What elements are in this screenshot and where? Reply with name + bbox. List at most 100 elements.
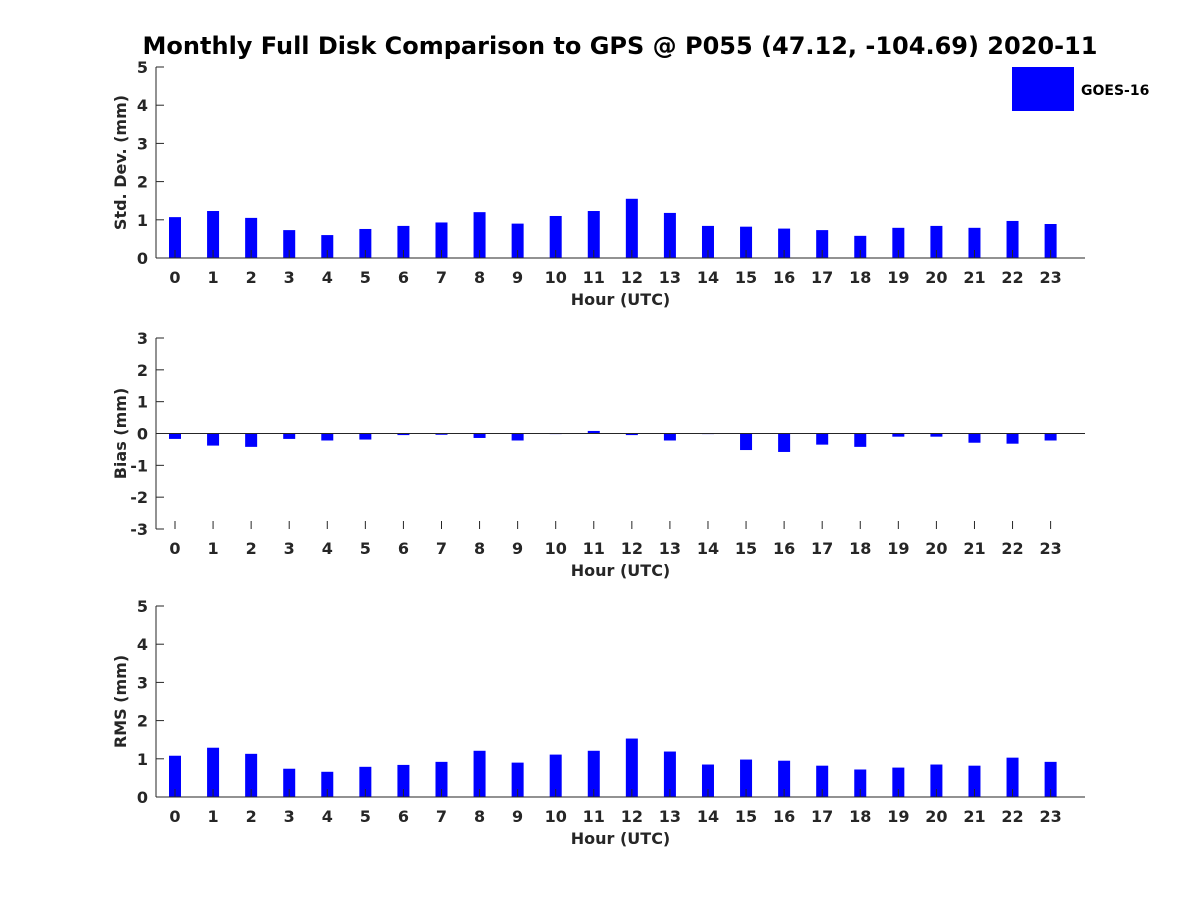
panel0-x-tick-label: 18 [849, 268, 871, 287]
panel2-x-tick-label: 20 [925, 807, 947, 826]
panel2-x-tick-label: 19 [887, 807, 909, 826]
panel1-x-tick-label: 9 [512, 539, 523, 558]
panel0-y-tick-label: 1 [137, 211, 148, 230]
panel0-y-axis-label: Std. Dev. (mm) [111, 95, 130, 230]
panel0-bar-hour-0 [169, 217, 181, 258]
panel2-bar-hour-22 [1006, 757, 1019, 797]
panel2-x-tick-label: 14 [697, 807, 719, 826]
panel0-x-tick-label: 21 [963, 268, 985, 287]
panel1-y-axis-label: Bias (mm) [111, 388, 130, 480]
panel0-bar-hour-10 [549, 215, 562, 258]
panel0-x-tick-label: 13 [659, 268, 681, 287]
panel1-x-tick-label: 3 [284, 539, 295, 558]
panel1-x-tick-label: 10 [545, 539, 567, 558]
panel2-bar-hour-17 [816, 765, 829, 797]
legend-label-goes-16: GOES-16 [1081, 83, 1149, 99]
panel1-x-tick-label: 4 [322, 539, 333, 558]
panel0-bar-hour-18 [854, 235, 867, 258]
panel2-y-axis-label: RMS (mm) [111, 655, 130, 748]
panel1-bar-hour-23 [1044, 433, 1057, 441]
panel2-bar-hour-18 [854, 769, 867, 797]
panel1-bar-hour-7 [435, 433, 448, 435]
panel1-bar-hour-16 [778, 433, 791, 452]
panel1-bar-hour-4 [321, 433, 334, 441]
panel0-bar-hour-1 [207, 211, 220, 258]
panel0-x-tick-label: 6 [398, 268, 409, 287]
panel2-x-tick-label: 9 [512, 807, 523, 826]
panel0-bar-hour-2 [245, 217, 258, 258]
panel1-x-tick-label: 8 [474, 539, 485, 558]
panel0-bar-hour-11 [587, 211, 600, 258]
panel1-x-tick-label: 11 [583, 539, 605, 558]
panel0-x-tick-label: 16 [773, 268, 795, 287]
panel1-x-tick-label: 6 [398, 539, 409, 558]
panel2-x-tick-label: 0 [169, 807, 180, 826]
panel1-y-tick-label: -1 [130, 456, 148, 475]
panel0-y-tick-label: 5 [137, 58, 148, 77]
panel1-x-tick-label: 15 [735, 539, 757, 558]
panel0-x-tick-label: 0 [169, 268, 180, 287]
panel2-x-tick-label: 17 [811, 807, 833, 826]
panel1-bar-hour-5 [359, 433, 372, 440]
panel2-y-tick-label: 4 [137, 635, 148, 654]
panel0-bar-hour-23 [1044, 224, 1057, 258]
panel0-x-tick-label: 5 [360, 268, 371, 287]
panel2-bar-hour-10 [549, 754, 562, 797]
panel0-x-tick-label: 20 [925, 268, 947, 287]
panel1-y-tick-label: -2 [130, 488, 148, 507]
panel1-x-tick-label: 23 [1039, 539, 1061, 558]
panel1-x-tick-label: 1 [207, 539, 218, 558]
panel0-x-tick-label: 11 [583, 268, 605, 287]
panel2-y-tick-label: 1 [137, 750, 148, 769]
panel0-x-tick-label: 12 [621, 268, 643, 287]
panel0-bar-hour-20 [930, 225, 943, 258]
panel2-bar-hour-12 [625, 738, 638, 797]
panel1-bar-hour-20 [930, 433, 943, 437]
panel2-x-tick-label: 11 [583, 807, 605, 826]
panel0-x-tick-label: 2 [246, 268, 257, 287]
panel0-x-tick-label: 17 [811, 268, 833, 287]
panel0-x-tick-label: 3 [284, 268, 295, 287]
panel1-bar-hour-19 [892, 433, 905, 437]
panel2-x-tick-label: 8 [474, 807, 485, 826]
panel2-x-tick-label: 5 [360, 807, 371, 826]
panel1-bar-hour-3 [283, 433, 296, 439]
panel1-x-tick-label: 16 [773, 539, 795, 558]
panel0-bar-hour-15 [740, 226, 753, 258]
panel2-bar-hour-1 [207, 747, 220, 797]
panel1-bar-hour-18 [854, 433, 867, 447]
panel2-bar-hour-6 [397, 764, 410, 797]
panel2-x-tick-label: 12 [621, 807, 643, 826]
panel0-x-tick-label: 19 [887, 268, 909, 287]
panel2-x-tick-label: 13 [659, 807, 681, 826]
panel1-x-tick-label: 2 [246, 539, 257, 558]
panel2-bar-hour-14 [701, 764, 714, 797]
panel1-x-tick-label: 17 [811, 539, 833, 558]
panel0-bar-hour-6 [397, 225, 410, 258]
panel0-bar-hour-9 [511, 223, 524, 258]
panel1-y-tick-label: -3 [130, 520, 148, 539]
panel2-x-tick-label: 16 [773, 807, 795, 826]
panel0-bar-hour-21 [968, 227, 981, 258]
panel1-bar-hour-11 [587, 430, 600, 434]
panel1-x-tick-label: 7 [436, 539, 447, 558]
panel1-bar-hour-21 [968, 433, 981, 443]
panel0-bar-hour-19 [892, 227, 905, 258]
panel2-y-tick-label: 3 [137, 673, 148, 692]
panel2-x-tick-label: 23 [1039, 807, 1061, 826]
panel2-x-tick-label: 2 [246, 807, 257, 826]
panel1-x-tick-label: 0 [169, 539, 180, 558]
panel0-x-tick-label: 14 [697, 268, 719, 287]
panel0-bar-hour-14 [701, 225, 714, 258]
panel1-bar-hour-6 [397, 433, 410, 436]
panel1-x-tick-label: 18 [849, 539, 871, 558]
panel1-x-tick-label: 14 [697, 539, 719, 558]
panel0-bar-hour-12 [625, 198, 638, 258]
panel1-x-tick-label: 5 [360, 539, 371, 558]
panel1-bar-hour-13 [663, 433, 676, 441]
panel1-y-tick-label: 0 [137, 425, 148, 444]
